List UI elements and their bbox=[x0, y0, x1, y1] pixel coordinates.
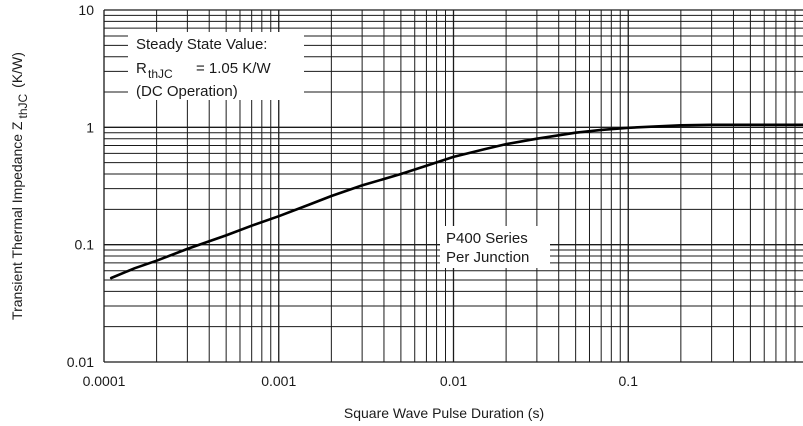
series-annotation: P400 Series Per Junction bbox=[440, 226, 550, 268]
x-tick-label: 0.0001 bbox=[83, 373, 126, 389]
y-axis-label-unit: (K/W) bbox=[9, 52, 25, 88]
y-tick-label: 10 bbox=[78, 2, 94, 18]
steady-state-line3: (DC Operation) bbox=[136, 83, 238, 100]
y-axis-label: Transient Thermal Impedance Z thJC (K/W) bbox=[9, 52, 30, 320]
y-axis-label-main: Transient Thermal Impedance Z bbox=[9, 121, 25, 320]
series-annotation-box bbox=[440, 226, 550, 268]
x-tick-label: 0.1 bbox=[619, 373, 639, 389]
y-tick-label: 0.01 bbox=[67, 354, 94, 370]
steady-state-annotation: Steady State Value: R thJC = 1.05 K/W (D… bbox=[128, 32, 304, 100]
thermal-impedance-curve bbox=[109, 123, 803, 280]
steady-state-r-subscript: thJC bbox=[148, 67, 173, 81]
y-tick-label: 1 bbox=[86, 119, 94, 135]
steady-state-value: = 1.05 K/W bbox=[196, 60, 271, 77]
x-tick-label: 0.01 bbox=[440, 373, 467, 389]
series-annotation-line1: P400 Series bbox=[446, 230, 528, 247]
y-axis-label-subscript: thJC bbox=[16, 94, 30, 119]
steady-state-r-symbol: R bbox=[136, 60, 147, 77]
steady-state-box bbox=[128, 32, 304, 100]
x-axis-label: Square Wave Pulse Duration (s) bbox=[344, 405, 544, 421]
tick-labels: 0.0001 0.001 0.01 0.1 0.01 0.1 1 10 bbox=[67, 2, 638, 389]
x-tick-label: 0.001 bbox=[261, 373, 296, 389]
y-tick-label: 0.1 bbox=[75, 237, 95, 253]
curve-layer bbox=[109, 123, 803, 280]
series-annotation-line2: Per Junction bbox=[446, 249, 529, 266]
steady-state-line1: Steady State Value: bbox=[136, 36, 267, 53]
